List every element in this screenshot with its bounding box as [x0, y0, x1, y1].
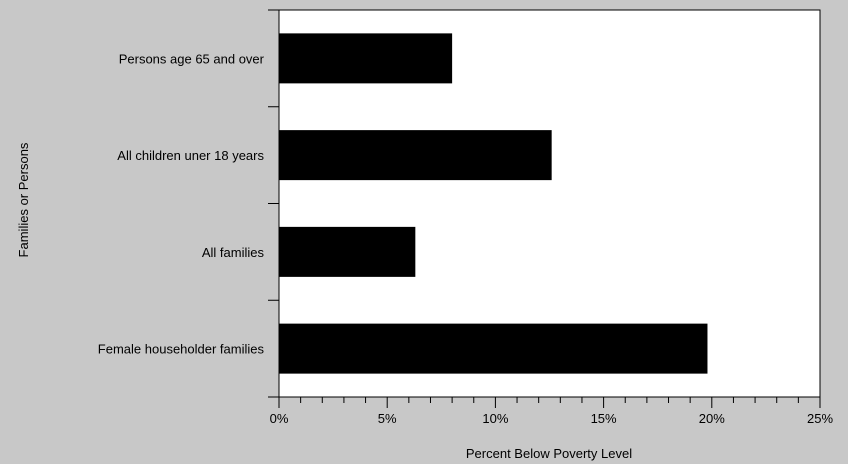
- x-axis-title: Percent Below Poverty Level: [466, 446, 632, 461]
- y-tick-label: All families: [202, 245, 265, 260]
- x-tick-label: 10%: [482, 411, 508, 426]
- x-tick-label: 25%: [807, 411, 833, 426]
- x-tick-label: 20%: [699, 411, 725, 426]
- bar: [279, 226, 416, 277]
- x-tick-label: 15%: [591, 411, 617, 426]
- bar: [279, 323, 708, 374]
- bar: [279, 33, 453, 84]
- y-axis-title: Families or Persons: [16, 142, 31, 257]
- y-tick-label: Persons age 65 and over: [119, 51, 265, 66]
- bar: [279, 130, 552, 181]
- y-ticks: [268, 9, 279, 398]
- x-tick-label: 0%: [270, 411, 289, 426]
- y-tick-label: All children uner 18 years: [117, 148, 264, 163]
- x-ticks: [278, 397, 821, 408]
- bars-group: [279, 33, 708, 374]
- x-tick-labels: 0% 5% 10% 15% 20% 25%: [270, 411, 834, 426]
- y-tick-label: Female householder families: [98, 342, 265, 357]
- x-tick-label: 5%: [378, 411, 397, 426]
- y-tick-labels: Persons age 65 and over All children uner…: [98, 51, 265, 356]
